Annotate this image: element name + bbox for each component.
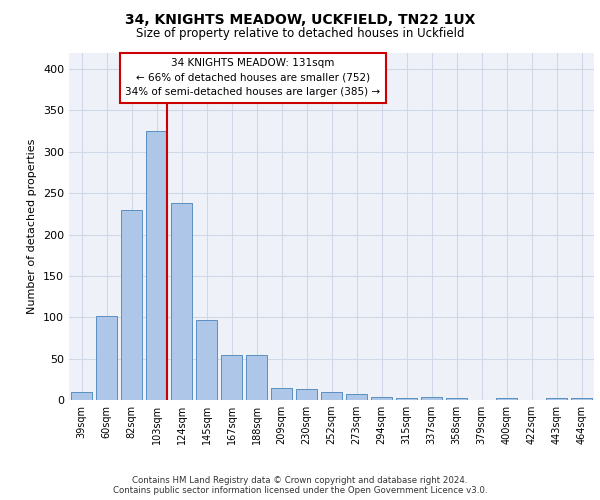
Text: 34 KNIGHTS MEADOW: 131sqm
← 66% of detached houses are smaller (752)
34% of semi: 34 KNIGHTS MEADOW: 131sqm ← 66% of detac… [125, 58, 380, 98]
Bar [271, 388, 292, 400]
Text: Contains HM Land Registry data © Crown copyright and database right 2024.: Contains HM Land Registry data © Crown c… [132, 476, 468, 485]
Text: Contains public sector information licensed under the Open Government Licence v3: Contains public sector information licen… [113, 486, 487, 495]
Bar [446, 398, 467, 400]
Bar [371, 396, 392, 400]
Bar [171, 203, 192, 400]
Bar [546, 398, 567, 400]
Bar [71, 392, 92, 400]
Text: Size of property relative to detached houses in Uckfield: Size of property relative to detached ho… [136, 28, 464, 40]
Bar [146, 131, 167, 400]
Bar [246, 356, 267, 400]
Bar [321, 392, 342, 400]
Text: 34, KNIGHTS MEADOW, UCKFIELD, TN22 1UX: 34, KNIGHTS MEADOW, UCKFIELD, TN22 1UX [125, 12, 475, 26]
Bar [346, 394, 367, 400]
Bar [571, 398, 592, 400]
Y-axis label: Number of detached properties: Number of detached properties [28, 138, 37, 314]
Bar [421, 396, 442, 400]
Bar [121, 210, 142, 400]
Bar [196, 320, 217, 400]
Bar [96, 316, 117, 400]
Bar [296, 389, 317, 400]
Bar [221, 356, 242, 400]
Bar [496, 398, 517, 400]
Bar [396, 398, 417, 400]
